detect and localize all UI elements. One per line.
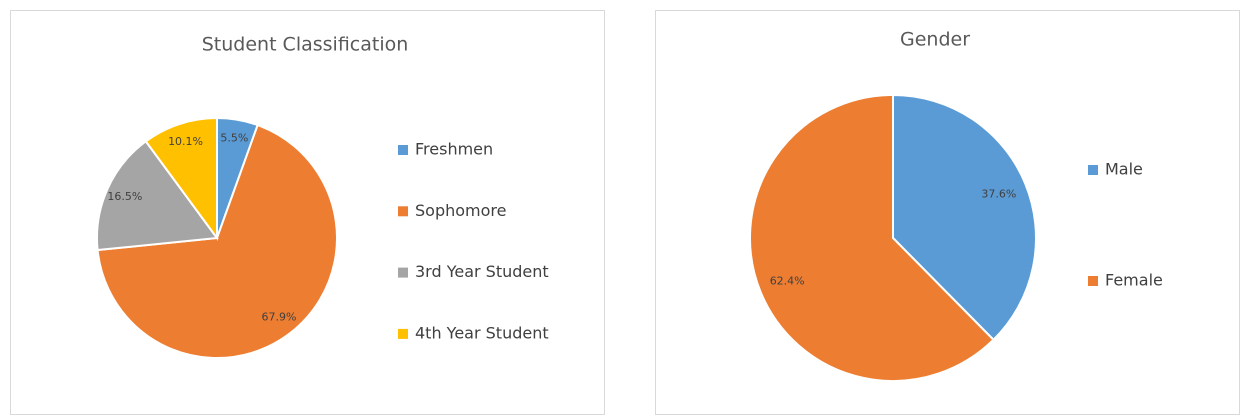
data-label: 5.5% — [220, 132, 248, 145]
data-label: 62.4% — [770, 274, 805, 287]
pie-slice — [144, 116, 218, 242]
pie-slice — [96, 123, 338, 359]
data-label: 67.9% — [262, 310, 297, 323]
legend-swatch — [398, 267, 408, 278]
legend-label: 3rd Year Student — [415, 262, 549, 281]
legend-swatch — [1088, 276, 1098, 286]
legend-label: Freshmen — [415, 140, 493, 159]
legend-swatch — [1088, 165, 1098, 175]
pie-slice — [892, 93, 1037, 342]
chart-title: Student Classification — [202, 34, 409, 56]
pie-slice — [96, 139, 219, 252]
legend-swatch — [398, 328, 408, 339]
legend-label: Sophomore — [415, 201, 506, 220]
legend-label: 4th Year Student — [415, 323, 549, 342]
legend-label: Female — [1105, 271, 1163, 290]
chart-title: Gender — [900, 29, 970, 51]
pie-slice — [749, 93, 995, 382]
legend-label: Male — [1105, 160, 1143, 179]
data-label: 10.1% — [168, 135, 203, 148]
data-label: 37.6% — [981, 188, 1016, 201]
legend-swatch — [398, 145, 408, 155]
legend-swatch — [398, 206, 408, 217]
data-label: 16.5% — [107, 190, 142, 203]
